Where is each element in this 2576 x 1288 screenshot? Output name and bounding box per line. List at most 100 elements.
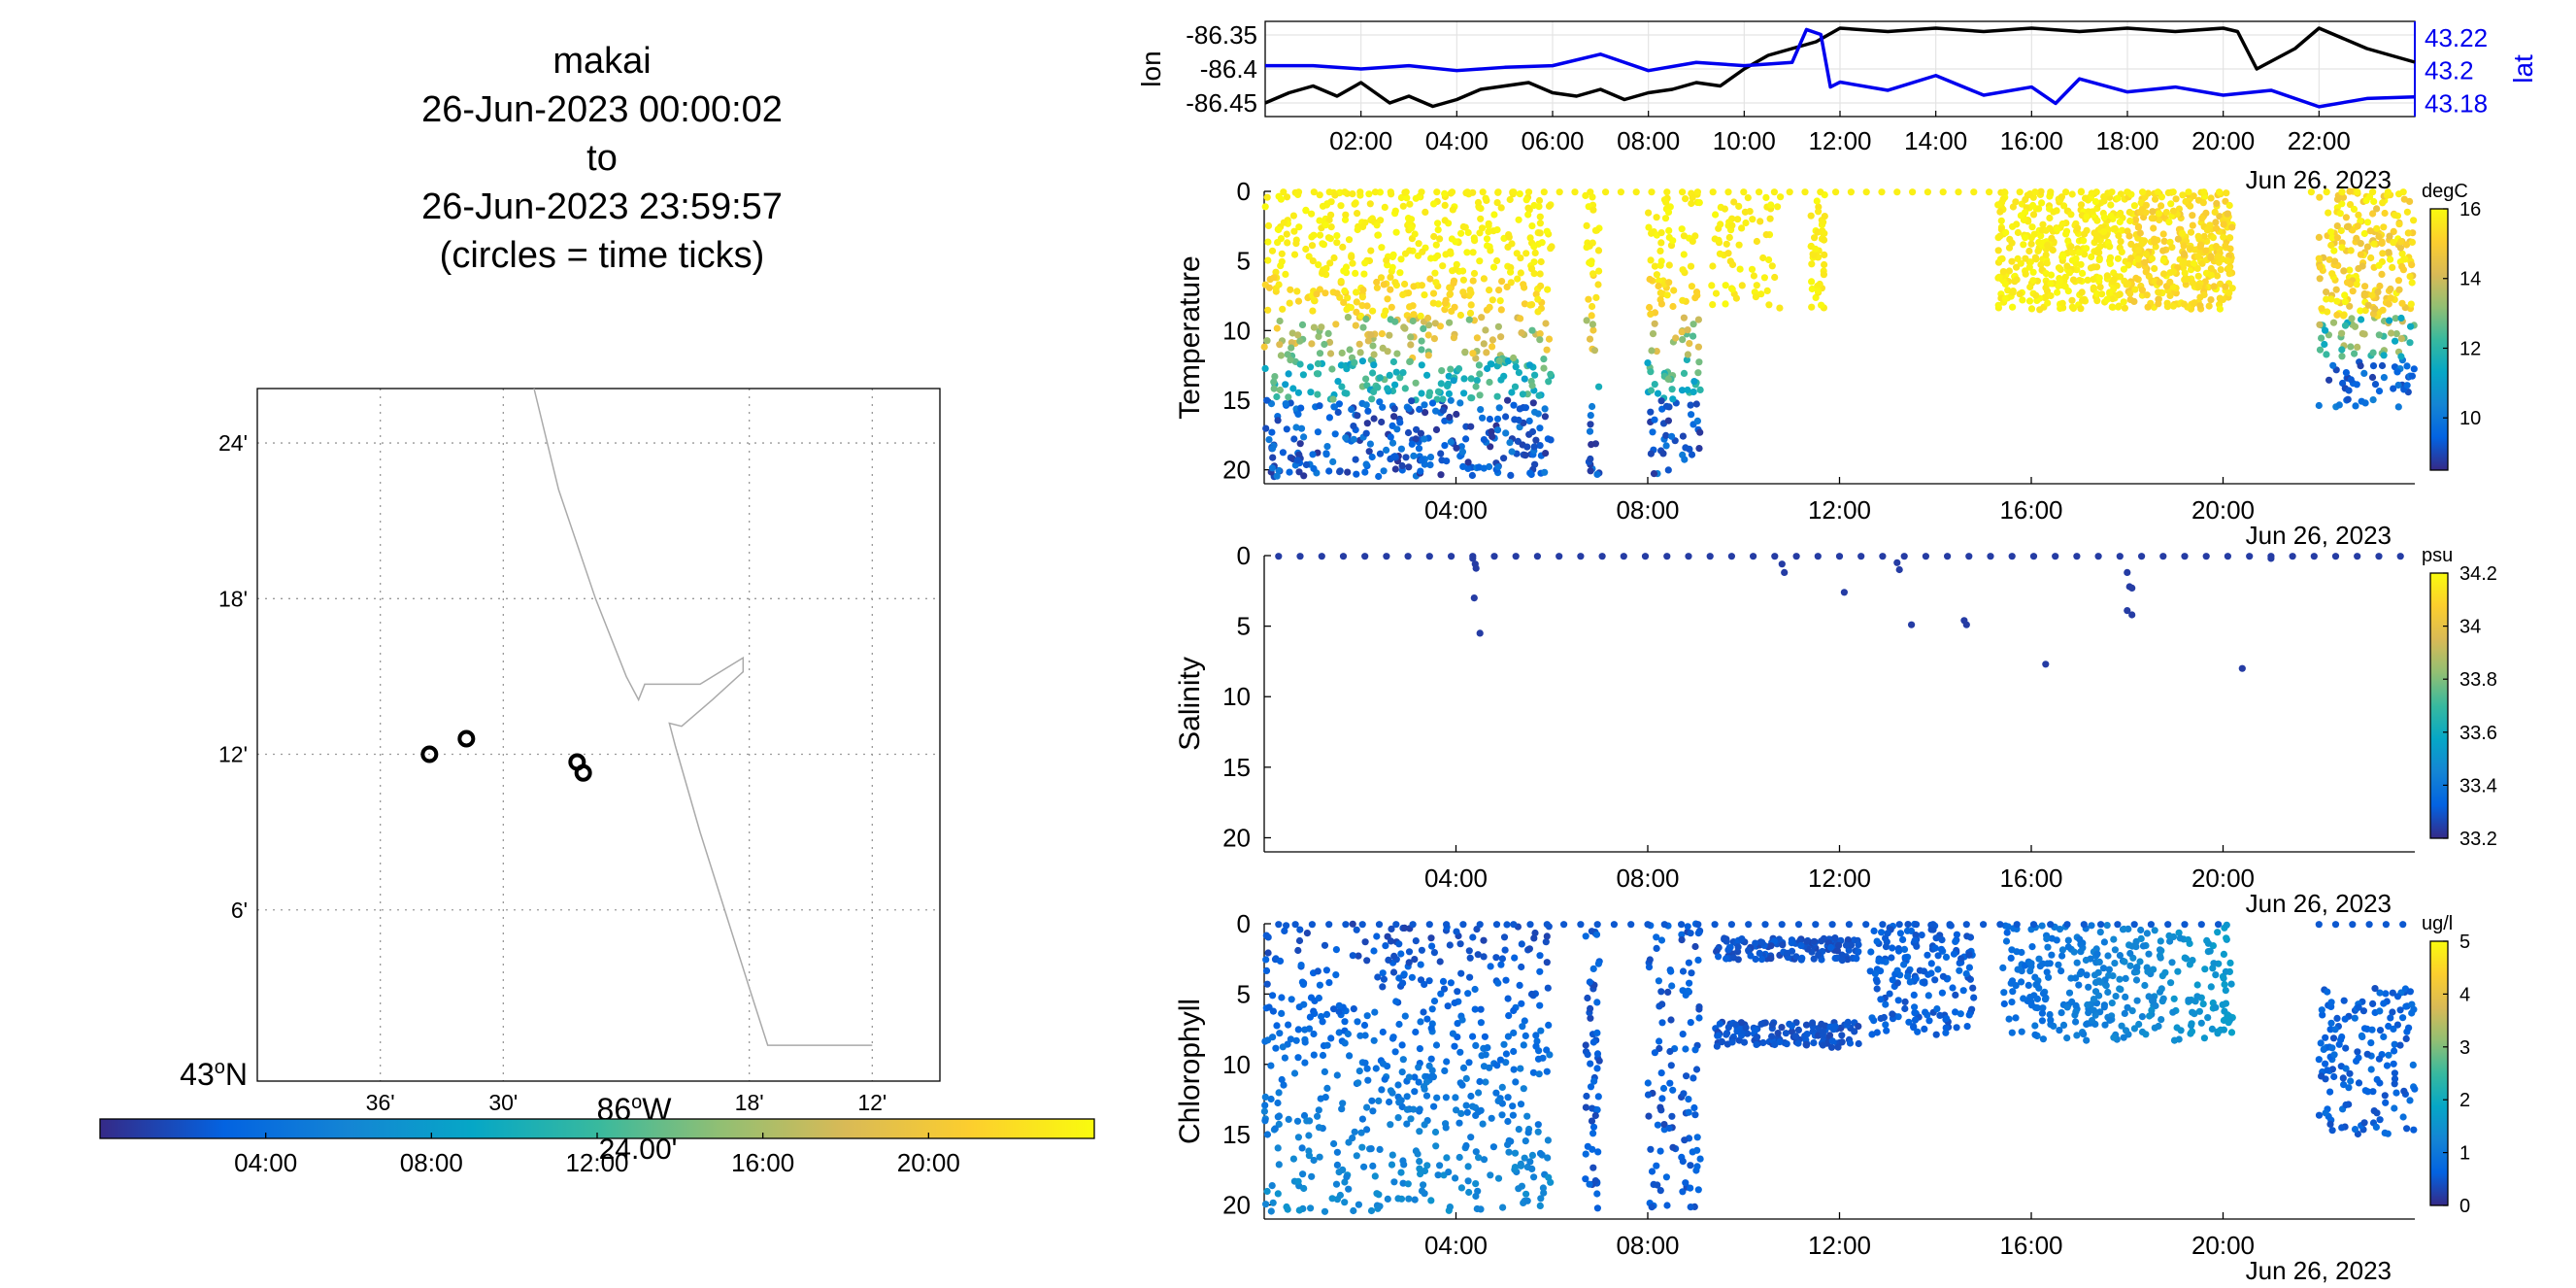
chlorophyll-point: [2405, 1024, 2413, 1032]
temperature-point: [2333, 222, 2341, 230]
chlorophyll-point: [1866, 967, 1874, 975]
chlorophyll-point: [1695, 1014, 1703, 1022]
temperature-point: [1391, 279, 1399, 287]
chlorophyll-point: [1269, 1007, 1277, 1015]
temperature-point: [2357, 307, 2364, 315]
temperature-point: [1728, 286, 1736, 293]
chlorophyll-point: [2355, 1054, 2362, 1062]
chlorophyll-point: [2106, 1016, 2114, 1024]
temperature-point: [1709, 188, 1717, 196]
temperature-point: [1300, 472, 1308, 480]
chlorophyll-point: [2364, 1088, 2372, 1096]
temperature-point: [1617, 188, 1624, 196]
temperature-point: [1536, 220, 1544, 227]
temperature-point: [1422, 208, 1429, 216]
temperature-point: [1730, 198, 1738, 206]
temperature-point: [2172, 195, 2180, 203]
temperature-point: [2359, 329, 2366, 338]
chlorophyll-point: [1752, 939, 1759, 947]
temperature-point: [2203, 226, 2211, 234]
chlorophyll-point: [1268, 1182, 1276, 1190]
chlorophyll-point: [1515, 1126, 1522, 1134]
temperature-point: [2008, 239, 2016, 247]
temperature-point: [1485, 228, 1492, 236]
chlorophyll-point: [1357, 1129, 1365, 1136]
chlorophyll-point: [2145, 950, 2153, 958]
temperature-point: [2000, 188, 2008, 196]
chlorophyll-point: [1510, 1006, 1518, 1015]
temperature-point: [1752, 293, 1759, 301]
chlorophyll-point: [1356, 1032, 1364, 1039]
temperature-point: [1459, 276, 1467, 284]
chlorophyll-point: [1294, 1134, 1302, 1141]
temperature-point: [1390, 405, 1398, 413]
temperature-point: [2378, 238, 2386, 246]
temperature-point: [2338, 244, 2346, 252]
temperature-point: [1418, 390, 1425, 397]
map-lon-tick-label: 36': [366, 1090, 395, 1115]
temperature-point: [1412, 379, 1420, 387]
temperature-point: [1264, 238, 1272, 246]
temperature-point: [1274, 239, 1282, 247]
chlorophyll-point: [1593, 1204, 1601, 1212]
chlorophyll-point: [2018, 978, 2025, 986]
temperature-point: [1460, 390, 1468, 397]
salinity-point: [2094, 553, 2102, 560]
chlorophyll-point: [2342, 1065, 2350, 1072]
temperature-point: [2058, 220, 2066, 228]
chlorophyll-point: [2373, 1109, 2381, 1117]
temperature-point: [1753, 237, 1760, 246]
temperature-point: [1389, 454, 1397, 461]
temperature-point: [1497, 204, 1505, 212]
chlorophyll-point: [1289, 1155, 1297, 1163]
salinity-point: [1339, 553, 1348, 560]
temperature-point: [2390, 239, 2397, 247]
temperature-point: [1531, 249, 1539, 256]
chlorophyll-point: [2315, 1111, 2324, 1119]
temperature-point: [1334, 378, 1342, 386]
temperature-point: [1322, 264, 1330, 272]
temperature-point: [1423, 371, 1431, 379]
chlorophyll-point: [1687, 1184, 1694, 1192]
temperature-point: [1424, 314, 1432, 322]
chlorophyll-point: [2008, 977, 2017, 985]
temperature-point: [2029, 211, 2038, 219]
chlorophyll-point: [1530, 1173, 1538, 1181]
temperature-point: [2316, 275, 2324, 283]
temperature-point: [1384, 385, 1391, 392]
temperature-point: [1458, 448, 1466, 456]
chlorophyll-point: [1901, 1004, 1909, 1013]
chlorophyll-point: [1747, 952, 1755, 960]
chlorophyll-point: [1456, 940, 1464, 948]
chlorophyll-point: [1444, 1002, 1452, 1010]
temperature-point: [1308, 340, 1316, 348]
chlorophyll-point: [2396, 1041, 2404, 1049]
temperature-point: [2182, 197, 2190, 206]
chlorophyll-point: [1587, 1083, 1595, 1091]
chlorophyll-point: [1683, 1072, 1690, 1080]
temperature-point: [2408, 372, 2416, 380]
temperature-point: [1314, 359, 1321, 368]
temperature-point: [1662, 431, 1670, 439]
temperature-point: [2109, 295, 2117, 303]
chlorophyll-point: [1969, 984, 1977, 992]
chlorophyll-point: [2375, 1055, 2383, 1063]
chlorophyll-point: [1498, 1111, 1506, 1119]
temperature-point: [1362, 460, 1370, 468]
chlorophyll-point: [1593, 1050, 1602, 1058]
temperature-point: [1399, 202, 1407, 210]
temperature-point: [1386, 371, 1393, 379]
chlorophyll-point: [2175, 929, 2183, 936]
chlorophyll-point: [2120, 1034, 2127, 1041]
chlorophyll-point: [1275, 1112, 1283, 1120]
chlorophyll-point: [1401, 924, 1409, 932]
chlorophyll-point: [1427, 1197, 1435, 1204]
chlorophyll-point: [1838, 951, 1846, 959]
temperature-point: [1361, 468, 1369, 476]
chlorophyll-point: [1922, 1008, 1929, 1016]
temperature-point: [1504, 243, 1512, 251]
temperature-point: [2106, 254, 2115, 261]
chlorophyll-point: [2391, 1047, 2398, 1055]
chlorophyll-point: [1694, 921, 1702, 929]
chlorophyll-point: [1657, 1069, 1665, 1077]
